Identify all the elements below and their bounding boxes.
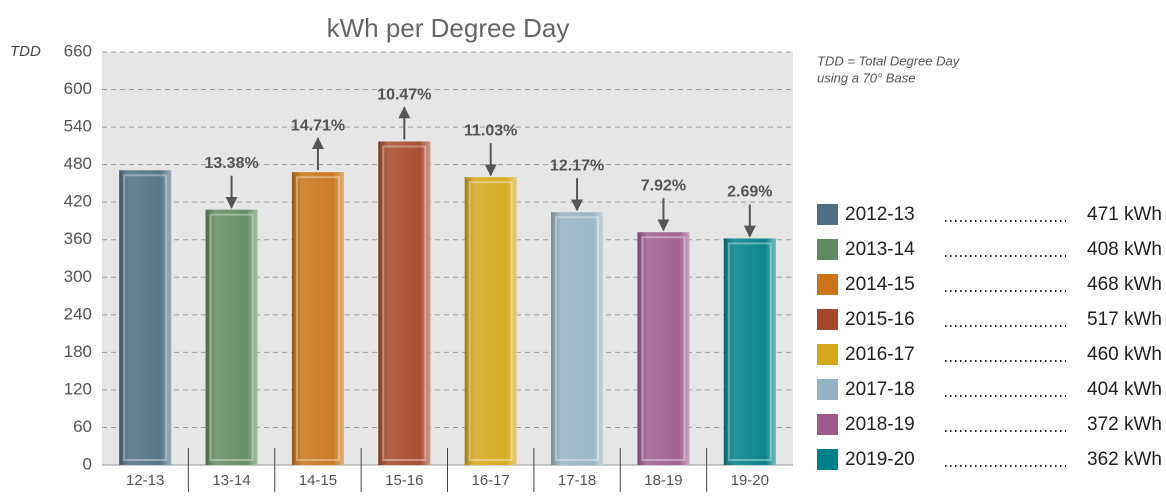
legend-value: 408 kWh	[1087, 239, 1162, 260]
y-tick-label: 660	[64, 41, 92, 60]
x-tick-label: 17-18	[558, 472, 596, 489]
y-tick-label: 240	[64, 304, 92, 323]
chart-title: kWh per Degree Day	[327, 13, 570, 43]
bar-bevel	[295, 176, 340, 462]
legend-swatch	[817, 204, 838, 225]
bar-bevel	[382, 145, 427, 461]
x-tick-label: 15-16	[385, 472, 423, 489]
change-label: 7.92%	[641, 177, 686, 194]
bar-bevel	[555, 216, 600, 461]
legend-swatch	[817, 344, 838, 365]
bar-bevel	[637, 232, 690, 465]
x-tick-label: 18-19	[644, 472, 682, 489]
y-tick-label: 300	[64, 267, 92, 286]
legend-label: 2018-19	[845, 414, 915, 435]
legend-label: 2019-20	[845, 449, 915, 470]
legend-value: 471 kWh	[1087, 204, 1162, 225]
legend-value: 468 kWh	[1087, 274, 1162, 295]
legend-swatch	[817, 239, 838, 260]
bar-bevel	[205, 209, 258, 465]
bar-bevel	[464, 177, 517, 465]
y-tick-label: 0	[83, 454, 92, 473]
note: using a 70° Base	[817, 70, 915, 85]
bar-bevel	[551, 212, 604, 465]
note: TDD = Total Degree Day	[817, 53, 961, 68]
legend-label: 2015-16	[845, 309, 915, 330]
legend-value: 404 kWh	[1087, 379, 1162, 400]
legend-value: 362 kWh	[1087, 449, 1162, 470]
y-tick-label: 540	[64, 117, 92, 136]
legend-swatch	[817, 449, 838, 470]
x-tick-label: 12-13	[126, 472, 164, 489]
legend-label: 2014-15	[845, 274, 915, 295]
legend-value: 460 kWh	[1087, 344, 1162, 365]
bar-bevel	[723, 238, 776, 465]
y-tick-label: 120	[64, 379, 92, 398]
change-label: 13.38%	[204, 155, 258, 172]
bar-bevel	[468, 181, 513, 461]
bar-bevel	[209, 213, 254, 461]
legend-value: 517 kWh	[1087, 309, 1162, 330]
change-label: 11.03%	[464, 122, 517, 139]
y-tick-label: 600	[64, 79, 92, 98]
change-label: 2.69%	[727, 184, 772, 201]
y-tick-label: 420	[64, 192, 92, 211]
legend-swatch	[817, 379, 838, 400]
x-tick-label: 19-20	[731, 472, 769, 489]
y-tick-label: 60	[73, 417, 92, 436]
change-label: 14.71%	[291, 117, 345, 134]
x-tick-label: 16-17	[472, 472, 510, 489]
x-tick-label: 13-14	[212, 472, 250, 489]
legend-label: 2012-13	[845, 204, 915, 225]
legend-swatch	[817, 309, 838, 330]
x-tick-label: 14-15	[299, 472, 337, 489]
bar-bevel	[641, 236, 686, 461]
legend-swatch	[817, 274, 838, 295]
legend-swatch	[817, 414, 838, 435]
legend-value: 372 kWh	[1087, 414, 1162, 435]
bar-bevel	[291, 172, 344, 466]
y-axis-label: TDD	[10, 43, 41, 60]
bar-bevel	[123, 174, 168, 461]
bar-bevel	[378, 141, 431, 465]
y-tick-label: 360	[64, 229, 92, 248]
y-tick-label: 180	[64, 342, 92, 361]
legend-label: 2017-18	[845, 379, 915, 400]
change-label: 10.47%	[377, 87, 431, 104]
bar-bevel	[119, 170, 172, 465]
change-label: 12.17%	[550, 157, 604, 174]
legend-label: 2016-17	[845, 344, 915, 365]
bar-bevel	[727, 242, 772, 461]
y-tick-label: 480	[64, 154, 92, 173]
legend-label: 2013-14	[845, 239, 915, 260]
